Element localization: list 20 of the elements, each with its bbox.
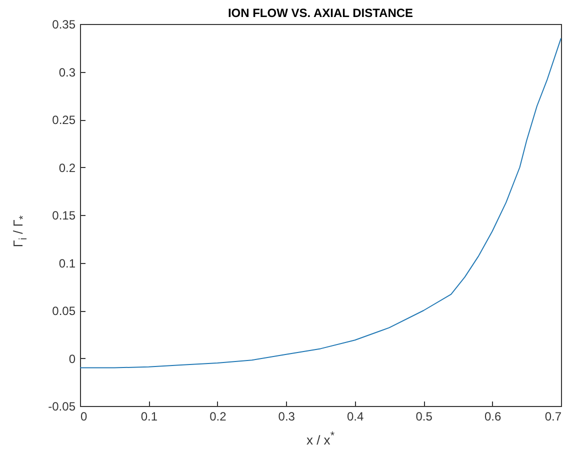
x-tick-label: 0.4 [347,410,364,424]
x-tick-label: 0.5 [416,410,433,424]
x-tick-label: 0.6 [484,410,502,424]
line-series [80,38,562,368]
y-tick-label: 0.2 [58,160,76,175]
x-tick-label: 0.2 [210,410,227,424]
x-tick-label: 0.1 [140,410,158,424]
y-tick-label: 0 [68,352,76,366]
y-tick-label: 0.05 [52,304,76,318]
x-tick-label: 0 [80,410,88,424]
y-tick-label: 0.3 [58,65,76,80]
y-tick-label: 0.25 [52,113,76,127]
y-tick-label: 0.1 [58,256,76,270]
y-tick-label: -0.05 [48,400,76,414]
x-tick-label: 0.3 [278,410,296,424]
x-axis-title: x / x$^{*}$ [305,430,336,448]
x-tick-label: 0.7 [544,410,562,424]
y-tick-label: 0.15 [52,208,76,222]
chart-title: ION FLOW VS. AXIAL DISTANCE [226,6,414,20]
y-tick-label: 0.35 [52,18,76,32]
